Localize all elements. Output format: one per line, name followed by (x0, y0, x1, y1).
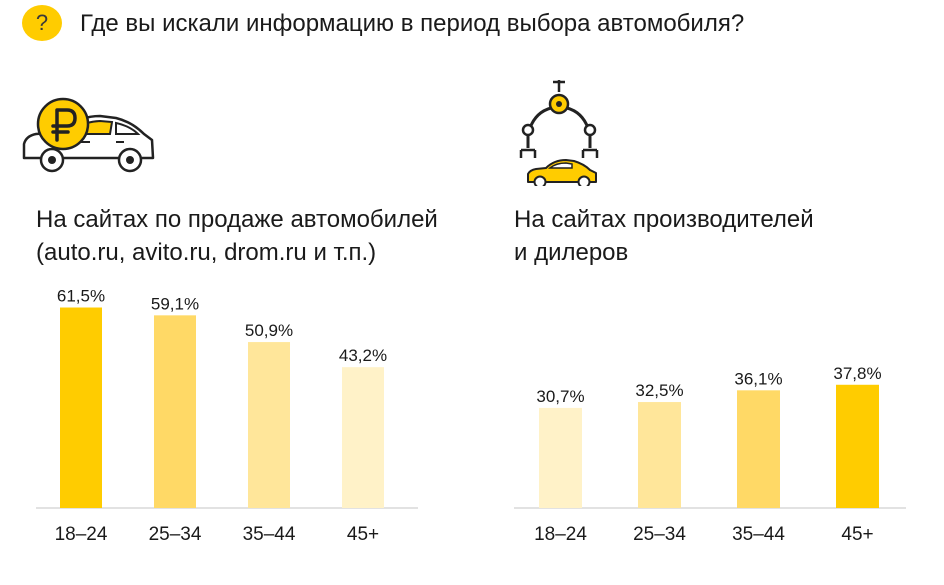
chart-2-bar-4 (836, 384, 879, 508)
chart-1-value-label-4: 43,2% (339, 346, 387, 365)
chart-1-title-line-1: На сайтах по продаже автомобилей (36, 206, 438, 233)
chart-2-value-label-1: 30,7% (536, 387, 584, 406)
chart-2-value-label-4: 37,8% (833, 364, 881, 383)
robot-arm-car-icon (519, 80, 599, 186)
chart-1-tick-label-2: 25–34 (149, 524, 202, 545)
chart-1-tick-label-3: 35–44 (243, 524, 296, 545)
chart-2-value-label-2: 32,5% (635, 381, 683, 400)
chart-2-tick-label-3: 35–44 (732, 524, 785, 545)
page-title: Где вы искали информацию в период выбора… (80, 10, 745, 37)
car-with-ruble-coin-icon (22, 97, 155, 173)
chart-2-tick-label-1: 18–24 (534, 524, 587, 545)
chart-1-tick-label-1: 18–24 (55, 524, 108, 545)
chart-1-bar-3 (248, 342, 290, 508)
chart-1-title-line-2: (auto.ru, avito.ru, drom.ru и т.п.) (36, 239, 377, 266)
chart-2-bar-2 (638, 402, 681, 508)
chart-2-title-line-1: На сайтах производителей (514, 206, 814, 233)
chart-1-value-label-3: 50,9% (245, 321, 293, 340)
chart-1-bar-2 (154, 315, 196, 508)
chart-1-bar-1 (60, 307, 102, 508)
chart-2-value-label-3: 36,1% (734, 369, 782, 388)
chart-2-tick-label-4: 45+ (841, 524, 873, 545)
chart-2-bar-1 (539, 407, 582, 508)
question-badge: ? (22, 5, 62, 41)
chart-1-bar-4 (342, 367, 384, 508)
chart-2-tick-label-2: 25–34 (633, 524, 686, 545)
chart-2-bar-3 (737, 390, 780, 508)
chart-1-value-label-2: 59,1% (151, 294, 199, 313)
chart-1-tick-label-4: 45+ (347, 524, 379, 545)
chart-1-value-label-1: 61,5% (57, 287, 105, 306)
chart-2-title-line-2: и дилеров (514, 239, 629, 266)
